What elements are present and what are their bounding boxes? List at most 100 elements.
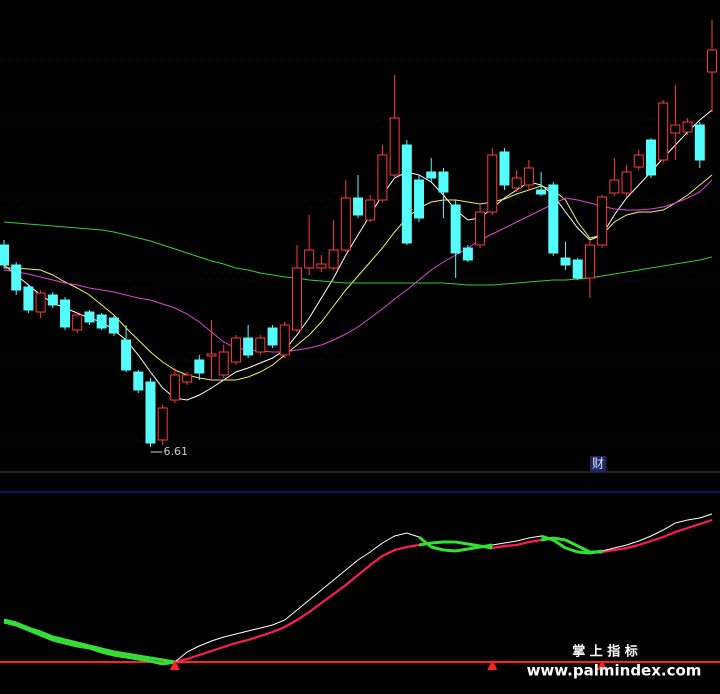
cross-segment: [577, 550, 591, 555]
candle-body: [340, 197, 351, 251]
cross-segment: [479, 544, 493, 550]
candle-body: [475, 211, 486, 246]
candle-body: [426, 171, 437, 179]
candle-body: [11, 264, 22, 291]
candle-body: [658, 102, 669, 161]
cross-segment: [577, 544, 591, 554]
cross-segment: [113, 650, 127, 656]
cross-segment: [76, 644, 90, 650]
candle-body: [230, 337, 241, 363]
candle-body: [145, 381, 156, 444]
candle-body: [133, 371, 144, 391]
cross-segment: [565, 546, 579, 554]
candle-body: [23, 286, 34, 311]
cross-segment: [15, 623, 29, 632]
plot-layer: 6.61: [0, 20, 720, 670]
cross-segment: [455, 547, 469, 553]
cross-segment: [101, 650, 115, 657]
cross-segment: [76, 641, 90, 648]
candle-body: [438, 171, 449, 193]
cross-segment: [89, 644, 103, 651]
low-label: 6.61: [163, 445, 188, 458]
candle-body: [60, 299, 71, 328]
candle-body: [304, 249, 315, 269]
cross-segment: [552, 538, 567, 550]
candle-body: [279, 324, 290, 356]
candle-body: [584, 244, 595, 279]
candle-body: [389, 117, 400, 176]
cross-segment: [418, 541, 432, 547]
cross-segment: [443, 548, 456, 553]
cross-segment: [138, 657, 151, 663]
cross-segment: [88, 646, 103, 654]
candle-body: [96, 314, 107, 329]
moving-average-line: [3, 109, 713, 401]
candle-body: [243, 337, 254, 356]
cross-segment: [40, 630, 54, 639]
candle-body: [597, 196, 608, 246]
signal-arrow: [169, 660, 180, 670]
candle-body: [0, 244, 9, 266]
cross-segment: [430, 545, 444, 552]
candle-body: [72, 314, 83, 331]
candle-body: [255, 337, 266, 353]
candle-body: [328, 249, 339, 269]
cross-segment: [553, 536, 566, 542]
cross-segment: [40, 633, 54, 642]
candle-body: [536, 189, 547, 195]
cross-segment: [27, 626, 42, 634]
candle-body: [206, 353, 217, 357]
cross-segment: [564, 538, 579, 548]
signal-arrow: [597, 660, 608, 670]
candle-body: [572, 259, 583, 279]
candle-body: [707, 49, 717, 73]
moving-average-line: [3, 179, 713, 353]
cross-segment: [125, 652, 139, 658]
candle-body: [511, 177, 522, 189]
candle-body: [316, 263, 327, 269]
cross-segment: [418, 535, 433, 549]
badge-box[interactable]: [590, 456, 606, 472]
candle-body: [499, 151, 510, 186]
watermark-title: 掌 上 指 标: [572, 644, 638, 660]
candle-body: [523, 167, 534, 186]
candle-body: [365, 199, 376, 221]
candle-body: [633, 154, 644, 168]
candle-body: [47, 294, 58, 306]
watermark-url: www.palmindex.com: [527, 662, 702, 680]
candle-body: [450, 204, 461, 254]
cross-segment: [27, 628, 42, 637]
badge[interactable]: 财: [592, 457, 604, 471]
cross-segment: [138, 654, 151, 660]
candle-body: [377, 154, 388, 201]
cross-segment: [455, 540, 469, 546]
cross-segment: [52, 638, 66, 645]
candle-body: [682, 121, 693, 133]
candle-body: [694, 124, 705, 161]
candle-body: [157, 407, 168, 441]
candle-body: [670, 124, 681, 134]
cross-segment: [467, 545, 481, 551]
cross-segment: [125, 655, 139, 661]
candle-body: [267, 327, 278, 346]
candle-body: [169, 374, 180, 401]
cross-segment: [150, 659, 164, 666]
candle-body: [462, 247, 473, 261]
candle-body: [182, 374, 193, 383]
candle-body: [548, 184, 559, 254]
candle-body: [218, 351, 229, 376]
candle-body: [645, 139, 656, 176]
candle-body: [609, 179, 620, 194]
candle-body: [35, 292, 46, 313]
cross-segment: [3, 620, 17, 627]
candle-body: [84, 311, 95, 323]
cross-segment: [3, 618, 17, 625]
candle-body: [621, 171, 632, 194]
cross-segment: [52, 635, 66, 642]
candle-body: [108, 317, 119, 334]
candle-body: [487, 154, 498, 213]
cross-segment: [540, 536, 554, 542]
cross-segment: [15, 621, 29, 630]
